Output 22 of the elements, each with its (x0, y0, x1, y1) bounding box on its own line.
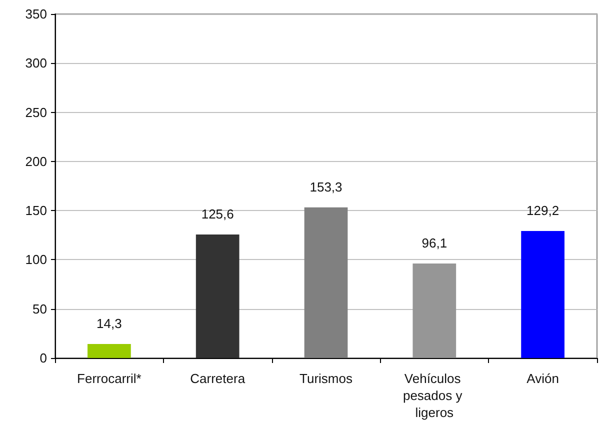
data-label: 125,6 (201, 206, 234, 222)
x-tick-label: Turismos (300, 371, 353, 386)
data-label: 153,3 (310, 179, 342, 194)
y-tick-label: 150 (25, 203, 47, 218)
data-label: 14,3 (96, 316, 122, 331)
x-tick-label: Carretera (190, 371, 246, 386)
bar (521, 231, 564, 358)
y-tick-label: 50 (32, 301, 47, 316)
y-tick-label: 0 (40, 350, 47, 366)
x-tick-label: Ferrocarril* (77, 371, 142, 386)
x-tick-label: Vehículos pesados y ligeros (402, 371, 466, 420)
data-label: 96,1 (422, 236, 448, 251)
x-tick-label: Avión (526, 371, 559, 386)
bar (196, 234, 240, 358)
y-tick-label: 300 (25, 56, 47, 71)
data-label: 129,2 (526, 203, 560, 218)
y-tick-label: 100 (25, 252, 47, 268)
bar (88, 344, 131, 358)
bar (412, 264, 456, 358)
y-tick-label: 250 (25, 104, 47, 120)
y-tick-label: 350 (25, 6, 47, 22)
y-tick-label: 200 (25, 154, 47, 169)
